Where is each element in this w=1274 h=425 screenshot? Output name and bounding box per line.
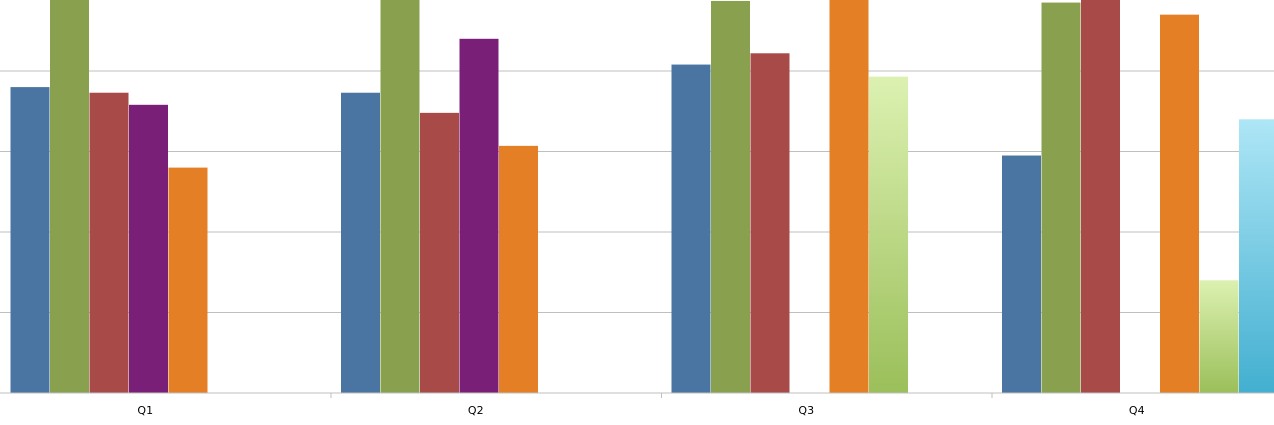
bar-q1-series-3 — [89, 92, 129, 394]
bars — [10, 0, 1274, 394]
bar-q1-series-1 — [10, 87, 50, 393]
bar-q4-series-1 — [1002, 155, 1041, 393]
bar-q2-series-1 — [341, 92, 380, 394]
bar-q1-series-5 — [168, 167, 208, 393]
bar-q3-series-3 — [750, 53, 790, 393]
x-tick-labels: Q1 Q2 Q3 Q4 — [137, 404, 1144, 417]
bar-q3-series-6 — [869, 76, 908, 393]
bar-q3-series-1 — [671, 64, 711, 393]
bar-q4-series-2 — [1041, 2, 1081, 393]
bar-q4-series-6 — [1199, 280, 1239, 393]
x-tick-label-q1: Q1 — [137, 404, 153, 417]
x-axis — [0, 392, 1274, 398]
bar-q4-series-5 — [1160, 14, 1199, 394]
bar-q2-series-5 — [499, 145, 538, 393]
x-tick-label-q4: Q4 — [1129, 404, 1145, 417]
bar-q4-series-3 — [1081, 0, 1120, 393]
bar-q3-series-2 — [711, 0, 750, 394]
bar-q3-series-5 — [829, 0, 869, 393]
bar-q2-series-2 — [380, 0, 420, 393]
bar-q2-series-3 — [420, 112, 459, 394]
x-tick-label-q3: Q3 — [798, 404, 814, 417]
bar-q1-series-2 — [50, 0, 89, 393]
bar-q1-series-4 — [129, 104, 168, 393]
x-tick-label-q2: Q2 — [468, 404, 484, 417]
bar-q2-series-4 — [459, 38, 499, 394]
bar-q4-series-7 — [1239, 119, 1274, 394]
